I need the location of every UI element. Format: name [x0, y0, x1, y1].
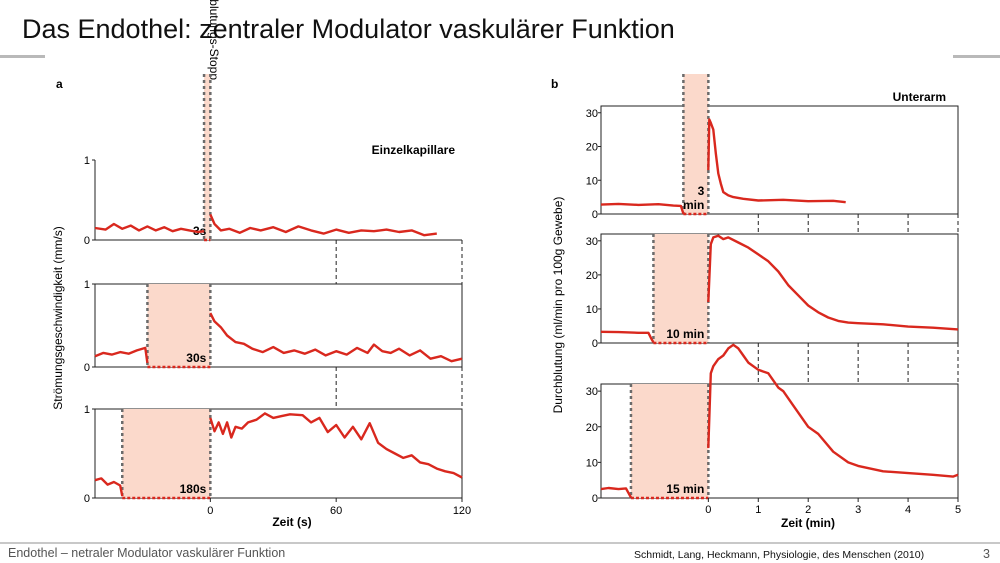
panel-a-ylabel: Strömungsgeschwindigkeit (mm/s) — [51, 226, 65, 409]
occlusion-band — [147, 284, 211, 367]
x-tick-label: 60 — [330, 505, 342, 517]
occlusion-band — [122, 409, 211, 498]
x-tick-label: 0 — [705, 504, 711, 516]
y-tick-label: 1 — [84, 155, 90, 167]
trace-line — [209, 213, 437, 237]
x-tick-label: 5 — [955, 504, 961, 516]
y-tick-label: 0 — [592, 493, 598, 505]
y-tick-label: 20 — [586, 142, 598, 154]
x-tick-label: 0 — [207, 505, 213, 517]
footer-citation: Schmidt, Lang, Heckmann, Physiologie, de… — [634, 549, 925, 561]
y-tick-label: 0 — [84, 493, 90, 505]
y-tick-label: 30 — [586, 108, 598, 120]
title-rule-right — [953, 55, 1000, 58]
y-tick-label: 0 — [84, 362, 90, 374]
x-tick-label: 2 — [805, 504, 811, 516]
trace-line — [94, 346, 149, 364]
x-tick-label: 120 — [453, 505, 471, 517]
y-tick-label: 30 — [586, 236, 598, 248]
occlusion-band — [683, 74, 709, 214]
y-tick-label: 30 — [586, 386, 598, 398]
trace-line — [707, 118, 846, 204]
y-tick-label: 20 — [586, 270, 598, 282]
y-tick-label: 0 — [592, 338, 598, 350]
y-tick-label: 0 — [84, 235, 90, 247]
trace-line — [600, 202, 685, 215]
physiology-figure: a Einzelkapillare Strömungsgeschwindigke… — [51, 0, 961, 530]
y-tick-label: 1 — [84, 279, 90, 291]
panel-a-xlabel: Zeit (s) — [272, 515, 311, 529]
panel-a-label: a — [56, 77, 63, 91]
occlusion-duration-label: 30s — [186, 351, 206, 365]
trace-line — [209, 412, 463, 479]
subplot-frame — [600, 105, 959, 215]
trace-line — [94, 222, 205, 234]
slide-title: Das Endothel: zentraler Modulator vaskul… — [22, 14, 675, 44]
x-tick-label: 4 — [905, 504, 911, 516]
occlusion-band — [630, 384, 709, 498]
trace-line — [94, 477, 124, 497]
occlusion-duration-label: 180s — [180, 482, 207, 496]
trace-line — [707, 343, 959, 478]
trace-line — [209, 312, 463, 363]
x-tick-label: 1 — [755, 504, 761, 516]
occlusion-duration-label: 3 — [698, 184, 705, 198]
y-tick-label: 10 — [586, 304, 598, 316]
panel-b-subplot-2: 10 min 0 10 20 30 — [586, 233, 959, 384]
page-number: 3 — [983, 547, 990, 561]
y-tick-label: 10 — [586, 457, 598, 469]
occlusion-duration-label: min — [683, 198, 704, 212]
trace-line — [600, 330, 655, 343]
y-tick-label: 1 — [84, 404, 90, 416]
footer-rule — [0, 542, 1000, 544]
trace-line — [707, 234, 959, 331]
title-rule-left — [0, 55, 45, 58]
panel-b-ylabel: Durchblutung (ml/min pro 100g Gewebe) — [551, 197, 565, 414]
panel-b-xlabel: Zeit (min) — [781, 516, 835, 530]
panel-a-title: Einzelkapillare — [372, 143, 456, 157]
footer-title: Endothel – netraler Modulator vaskulärer… — [8, 546, 286, 560]
panel-b-title: Unterarm — [893, 90, 946, 104]
x-tick-label: 3 — [855, 504, 861, 516]
y-tick-label: 20 — [586, 422, 598, 434]
panel-b-label: b — [551, 77, 558, 91]
panel-a-subplot-3: 180s 0 1 — [84, 404, 463, 505]
subplot-frame — [600, 383, 959, 499]
occlusion-band — [204, 74, 211, 240]
y-tick-label: 0 — [592, 209, 598, 221]
panel-a-occlusion-label: Durchblutungs-Stopp — [207, 0, 221, 80]
y-tick-label: 10 — [586, 175, 598, 187]
trace-line — [600, 486, 633, 499]
panel-a-subplot-2: 30s 0 1 — [84, 279, 463, 409]
occlusion-band — [653, 234, 709, 343]
panel-b-subplot-3: 15 min 0 10 20 30 — [586, 343, 959, 505]
subplot-frame — [94, 408, 463, 499]
occlusion-duration-label: 10 min — [666, 327, 704, 341]
subplot-frame — [94, 283, 463, 368]
subplot-frame — [600, 233, 959, 344]
occlusion-duration-label: 15 min — [666, 482, 704, 496]
